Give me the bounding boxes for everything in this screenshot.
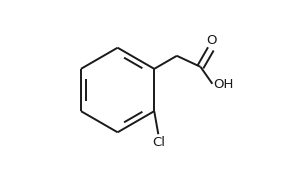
Text: OH: OH xyxy=(213,78,234,91)
Text: Cl: Cl xyxy=(152,136,165,149)
Text: O: O xyxy=(206,34,217,47)
